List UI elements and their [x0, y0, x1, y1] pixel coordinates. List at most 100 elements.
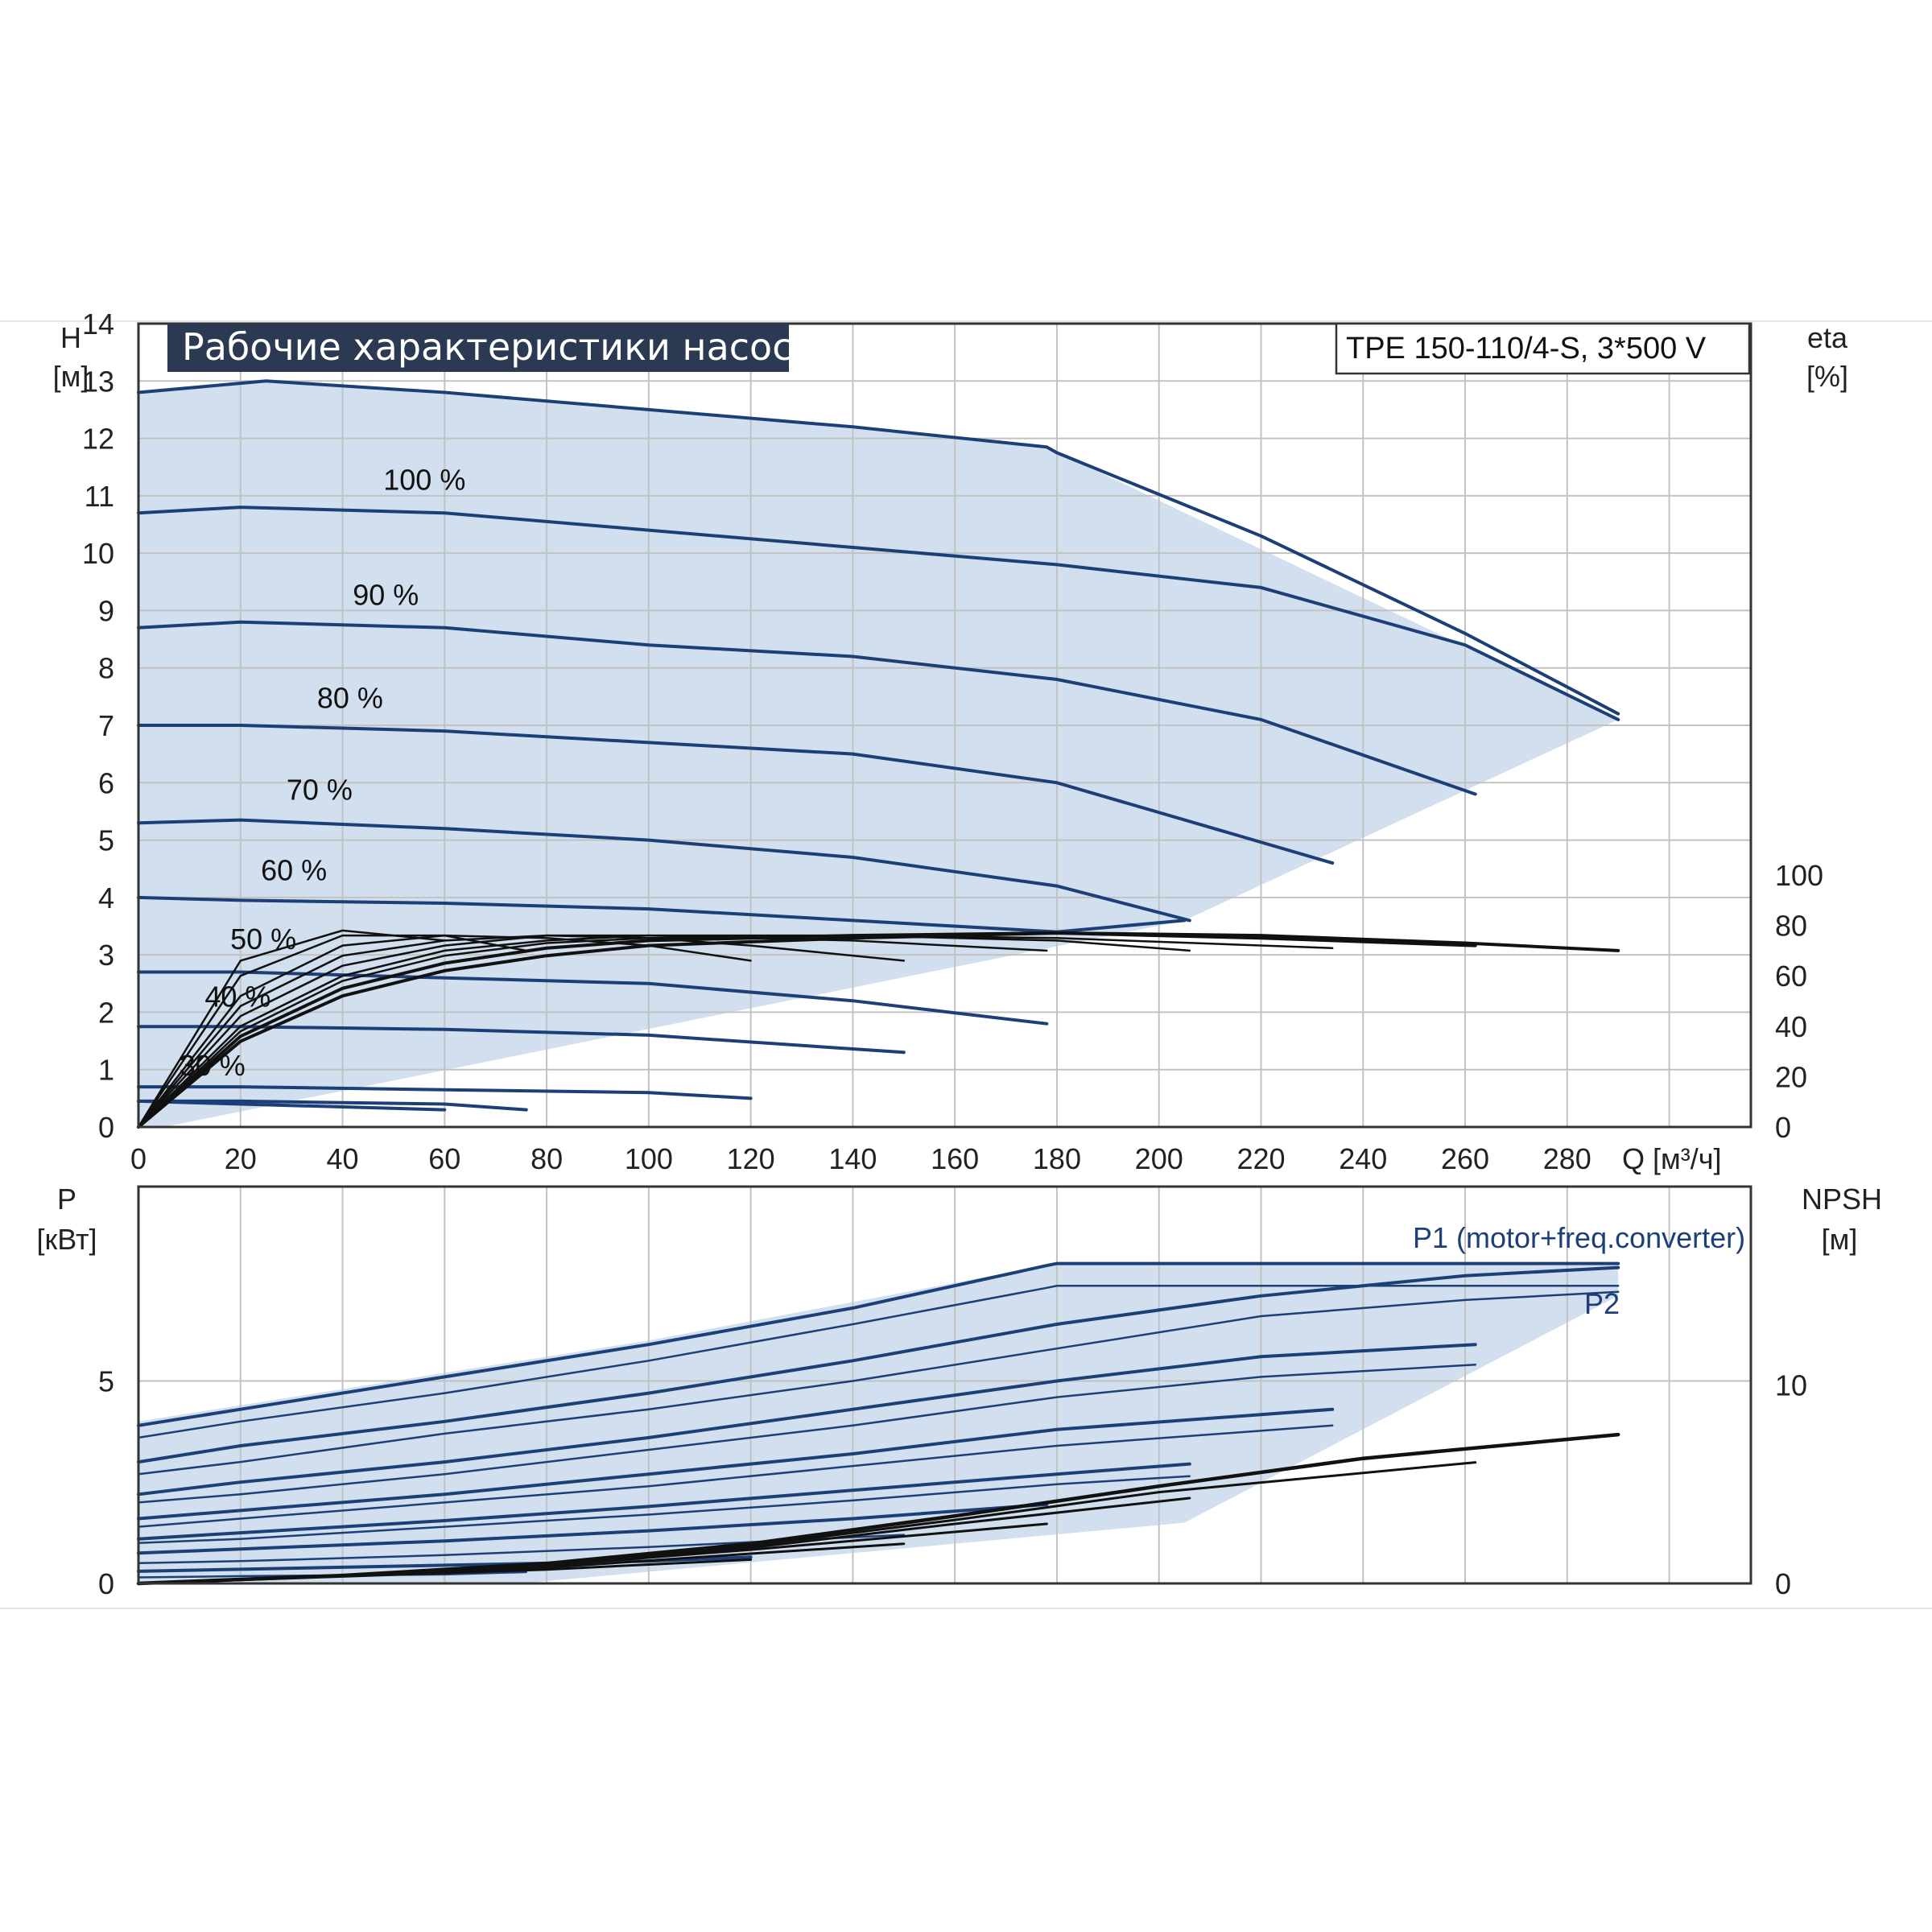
y-tick-label: 6	[98, 766, 114, 799]
y-tick-label: 12	[82, 423, 114, 456]
x-tick-label: 180	[1033, 1142, 1081, 1175]
y-tick-label: 0	[98, 1111, 114, 1144]
x-tick-label: 120	[727, 1142, 775, 1175]
y-tick-label: 14	[82, 308, 114, 341]
power-curve	[137, 1534, 906, 1565]
eta-tick-label: 80	[1775, 910, 1807, 943]
x-tick-label: 100	[625, 1142, 673, 1175]
npsh-tick-labels: 0 10	[1775, 1369, 1807, 1601]
speed-label: 90 %	[353, 578, 419, 611]
y-tick-label: 2	[98, 996, 114, 1029]
power-operating-region-shape	[138, 1263, 1619, 1583]
speed-label: 70 %	[287, 774, 353, 807]
npsh-axis-label: NPSH	[1802, 1183, 1882, 1216]
npsh-tick-label: 0	[1775, 1567, 1791, 1600]
power-tick-label: 0	[98, 1567, 114, 1600]
head-operating-region	[138, 381, 1619, 1127]
npsh-tick-label: 10	[1775, 1369, 1807, 1402]
p1-label: P1 (motor+freq.converter)	[1413, 1221, 1745, 1254]
power-operating-region	[138, 1263, 1619, 1583]
y-tick-label: 5	[98, 824, 114, 857]
x-tick-label: 220	[1236, 1142, 1285, 1175]
x-tick-label: 60	[428, 1142, 460, 1175]
speed-labels: 110 %100 %90 %80 %70 %60 %50 %40 %30 %	[180, 337, 494, 1082]
speed-label: 60 %	[261, 853, 327, 886]
head-axis-label: H	[60, 321, 81, 354]
power-curve	[137, 1343, 1477, 1496]
eta-tick-label: 0	[1775, 1111, 1791, 1144]
efficiency-curve	[137, 934, 1191, 1129]
speed-label: 30 %	[180, 1049, 246, 1082]
head-curves	[137, 379, 1620, 1112]
power-curve	[137, 1364, 1476, 1504]
x-tick-label: 40	[327, 1142, 359, 1175]
x-tick-label: 80	[530, 1142, 563, 1175]
x-tick-label: 20	[225, 1142, 257, 1175]
power-curve	[137, 1475, 1191, 1544]
head-curve	[137, 1085, 753, 1100]
speed-label: 80 %	[317, 682, 383, 715]
y-tick-label: 4	[98, 881, 114, 914]
power-curve	[137, 1265, 1620, 1464]
y-tick-label: 13	[82, 365, 114, 398]
power-curves	[137, 1261, 1620, 1579]
operating-region	[138, 381, 1619, 1127]
eta-axis-label: eta	[1807, 321, 1848, 354]
efficiency-curve	[137, 934, 906, 1129]
head-curve	[137, 379, 1620, 716]
power-tick-labels: 05	[98, 1364, 114, 1600]
power-curve	[137, 1290, 1620, 1476]
y-tick-label: 7	[98, 709, 114, 742]
power-chart: 05 010 P [кВт] NPSH [м] P1 (motor+freq.c…	[36, 1183, 1882, 1600]
x-tick-label: 240	[1339, 1142, 1387, 1175]
head-chart: 0 20 40 60 80 100 120 140 160 180 200 220 240 260 280 …	[53, 308, 1848, 1175]
head-curve	[137, 970, 1049, 1026]
power-curve	[137, 1502, 1049, 1555]
power-curve	[137, 1555, 753, 1573]
power-curve	[137, 1407, 1335, 1521]
eta-tick-label: 40	[1775, 1010, 1807, 1043]
pump-model: TPE 150-110/4-S, 3*500 V	[1346, 332, 1707, 365]
eta-tick-labels: 0 20 40 60 80 100	[1775, 859, 1823, 1144]
head-curve	[137, 620, 1477, 796]
efficiency-curve	[137, 934, 527, 1129]
efficiency-curve	[137, 934, 1048, 1129]
head-plot-frame	[137, 322, 1752, 1129]
eta-axis-unit: [%]	[1806, 360, 1848, 393]
y-tick-label: 1	[98, 1054, 114, 1087]
power-curve	[137, 1261, 1620, 1427]
power-plot-frame	[137, 1185, 1752, 1585]
y-tick-label: 8	[98, 652, 114, 685]
eta-tick-label: 100	[1775, 859, 1823, 892]
power-tick-label: 5	[98, 1364, 114, 1397]
head-curve	[137, 724, 1335, 865]
efficiency-curve	[137, 931, 1477, 1129]
chart-title-box	[167, 324, 789, 372]
npsh-curve	[137, 1558, 753, 1585]
speed-label: 50 %	[230, 923, 296, 956]
x-tick-label: 200	[1135, 1142, 1183, 1175]
p2-label: P2	[1584, 1287, 1620, 1320]
head-curve	[137, 506, 1620, 721]
x-tick-label: 160	[931, 1142, 979, 1175]
chart-title: Рабочие характеристики насоса	[182, 325, 815, 369]
head-curve	[137, 818, 1191, 923]
x-tick-labels: 0 20 40 60 80 100 120 140 160 180 200 220 240 260 280	[130, 1142, 1591, 1175]
head-axis-unit: [м]	[53, 360, 89, 393]
speed-label: 100 %	[383, 464, 465, 497]
power-curve	[137, 1462, 1191, 1541]
power-axis-unit: [кВт]	[36, 1223, 97, 1256]
eta-tick-label: 60	[1775, 960, 1807, 993]
y-tick-label: 10	[82, 537, 114, 570]
efficiency-curve	[137, 934, 1334, 1129]
y-tick-label: 9	[98, 594, 114, 627]
x-tick-label: 140	[828, 1142, 877, 1175]
efficiency-curve	[137, 929, 446, 1129]
head-grid	[138, 323, 1751, 1127]
eta-tick-label: 20	[1775, 1060, 1807, 1093]
y-tick-label: 11	[85, 480, 114, 513]
flow-axis-label: Q [м³/ч]	[1622, 1142, 1722, 1175]
efficiency-curves	[137, 929, 1620, 1129]
power-grid	[138, 1187, 1751, 1583]
